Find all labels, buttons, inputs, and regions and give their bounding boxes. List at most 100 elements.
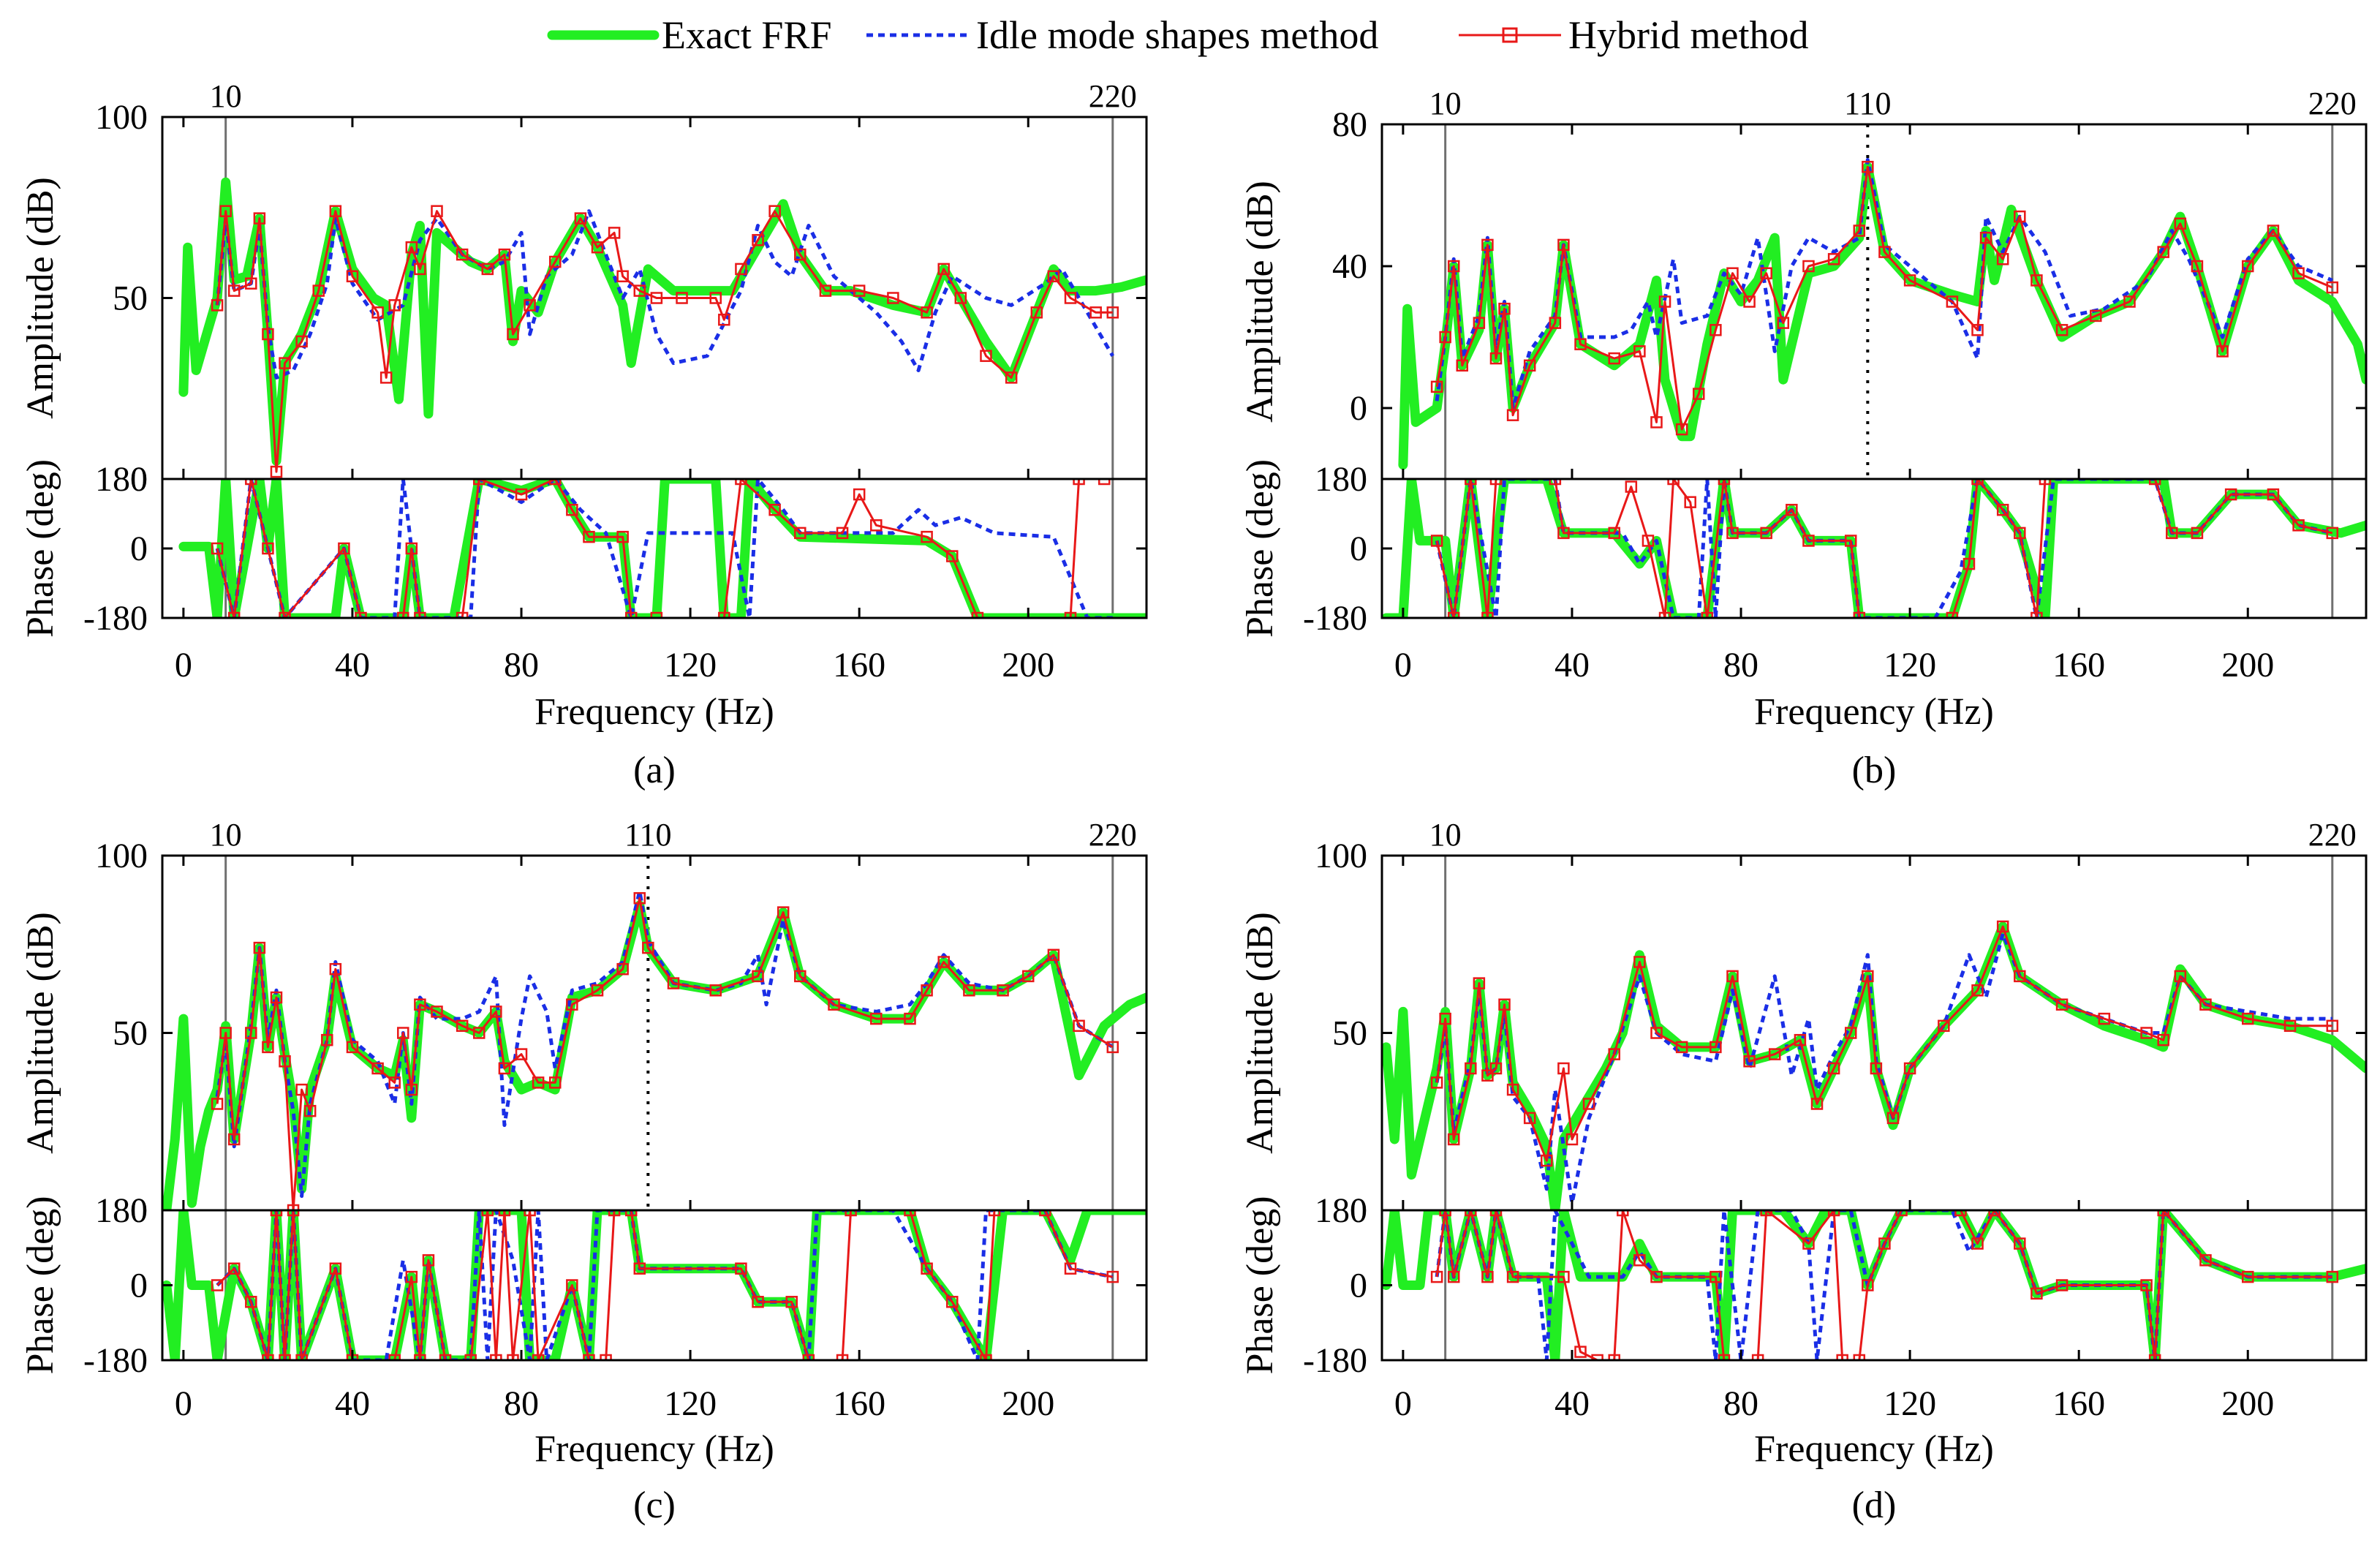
amplitude-point-hybrid: [2326, 1019, 2339, 1033]
amplitude-point-hybrid: [1557, 1062, 1570, 1075]
phase-line-exact: [1382, 1210, 2366, 1360]
amplitude-point-hybrid: [591, 241, 604, 254]
phase-point-hybrid: [1802, 1237, 1815, 1250]
phase-point-hybrid: [904, 1210, 916, 1217]
amplitude-point-hybrid: [2123, 295, 2136, 308]
amplitude-point-hybrid: [667, 977, 680, 989]
amplitude-point-hybrid: [473, 1027, 486, 1039]
amplitude-point-hybrid: [245, 1027, 257, 1039]
phase-point-hybrid: [1447, 1270, 1460, 1283]
phase-point-hybrid: [624, 1210, 638, 1217]
phase-point-hybrid: [2199, 1254, 2212, 1267]
amplitude-point-hybrid: [245, 277, 257, 290]
amplitude-point-hybrid: [1582, 1098, 1595, 1110]
phase-y-tick-label: 0: [1350, 1267, 1367, 1305]
phase-point-hybrid: [988, 1210, 1001, 1217]
x-tick-label: 160: [833, 646, 885, 684]
amplitude-series-hybrid: [211, 891, 1119, 1210]
amplitude-y-tick-label: 0: [1350, 389, 1367, 428]
phase-series-exact: [1382, 479, 2366, 618]
phase-line-hybrid: [216, 479, 1105, 618]
phase-y-tick-label: 180: [1315, 460, 1367, 499]
phase-point-hybrid: [836, 1354, 849, 1360]
phase-series-exact: [178, 479, 1146, 618]
amplitude-point-hybrid: [219, 205, 232, 217]
amplitude-point-hybrid: [2157, 246, 2169, 258]
legend-marker-hybrid: [1502, 27, 1518, 43]
amplitude-point-hybrid: [2055, 998, 2069, 1011]
amplitude-point-hybrid: [481, 263, 494, 276]
phase-point-hybrid: [524, 1210, 536, 1217]
phase-point-hybrid: [946, 1296, 959, 1308]
amplitude-point-hybrid: [1794, 1033, 1807, 1046]
amplitude-point-hybrid: [1726, 267, 1739, 279]
phase-axis-title: Phase (deg): [20, 459, 61, 638]
amplitude-axis-title: Amplitude (dB): [20, 177, 61, 419]
phase-point-hybrid: [270, 1210, 283, 1217]
amplitude-point-hybrid: [1506, 409, 1519, 421]
amplitude-point-hybrid: [853, 284, 866, 297]
amplitude-point-hybrid: [718, 313, 730, 326]
amplitude-point-hybrid: [1549, 317, 1562, 329]
phase-point-hybrid: [836, 527, 849, 540]
amplitude-point-hybrid: [1853, 225, 1866, 237]
band-marker-label: 10: [1429, 86, 1462, 121]
amplitude-point-hybrid: [1608, 1048, 1620, 1060]
x-tick-label: 200: [1002, 1384, 1054, 1423]
amplitude-point-hybrid: [2014, 970, 2026, 983]
amplitude-point-hybrid: [1675, 423, 1688, 436]
amplitude-point-hybrid: [287, 1204, 300, 1210]
phase-point-hybrid: [2148, 479, 2161, 486]
amplitude-point-hybrid: [2199, 998, 2212, 1011]
amplitude-point-hybrid: [650, 292, 663, 304]
amplitude-point-hybrid: [2283, 1019, 2297, 1033]
phase-point-hybrid: [566, 503, 578, 516]
phase-point-hybrid: [1465, 479, 1477, 486]
amplitude-point-hybrid: [1498, 998, 1511, 1011]
amplitude-y-tick-label: 50: [113, 1014, 148, 1053]
amplitude-point-hybrid: [2014, 210, 2026, 223]
amplitude-point-hybrid: [262, 1041, 274, 1054]
amplitude-point-hybrid: [1979, 231, 1992, 244]
phase-point-hybrid: [608, 1210, 621, 1217]
amplitude-point-hybrid: [507, 328, 519, 341]
phase-line-idle: [1435, 479, 2333, 618]
phase-y-tick-label: 180: [95, 1191, 148, 1230]
amplitude-point-hybrid: [405, 1083, 418, 1096]
amplitude-y-tick-label: 50: [1332, 1014, 1367, 1053]
phase-point-hybrid: [1098, 479, 1111, 486]
phase-point-hybrid: [211, 542, 224, 555]
amplitude-point-hybrid: [532, 1076, 545, 1089]
phase-line-exact: [162, 1210, 1146, 1360]
phase-point-hybrid: [1557, 1270, 1570, 1283]
amplitude-line-idle: [215, 209, 1114, 380]
amplitude-point-hybrid: [1047, 948, 1060, 962]
phase-point-hybrid: [227, 1262, 241, 1275]
amplitude-point-hybrid: [227, 284, 241, 297]
band-marker-label: 10: [210, 78, 242, 114]
amplitude-y-tick-label: 100: [95, 98, 148, 137]
amplitude-point-hybrid: [1021, 970, 1035, 983]
phase-y-tick-label: -180: [1303, 599, 1367, 638]
phase-point-hybrid: [329, 1262, 342, 1275]
phase-point-hybrid: [279, 611, 291, 618]
amplitude-point-hybrid: [1447, 1133, 1460, 1146]
phase-point-hybrid: [498, 1210, 511, 1217]
phase-point-hybrid: [1971, 479, 1984, 486]
amplitude-point-hybrid: [1903, 274, 1916, 287]
phase-point-hybrid: [507, 1354, 519, 1360]
amplitude-point-hybrid: [1089, 306, 1102, 319]
amplitude-point-hybrid: [709, 292, 722, 304]
amplitude-point-hybrid: [1465, 1062, 1477, 1075]
phase-point-hybrid: [262, 542, 274, 555]
phase-point-hybrid: [650, 611, 663, 618]
phase-point-hybrid: [583, 1354, 595, 1360]
band-marker-label: 220: [2308, 86, 2357, 121]
phase-point-hybrid: [1039, 1210, 1051, 1217]
phase-point-hybrid: [1430, 535, 1443, 547]
amplitude-point-hybrid: [963, 984, 975, 997]
amplitude-point-hybrid: [1743, 295, 1756, 308]
x-axis-title: Frequency (Hz): [1754, 1428, 1994, 1470]
phase-point-hybrid: [1549, 479, 1562, 486]
